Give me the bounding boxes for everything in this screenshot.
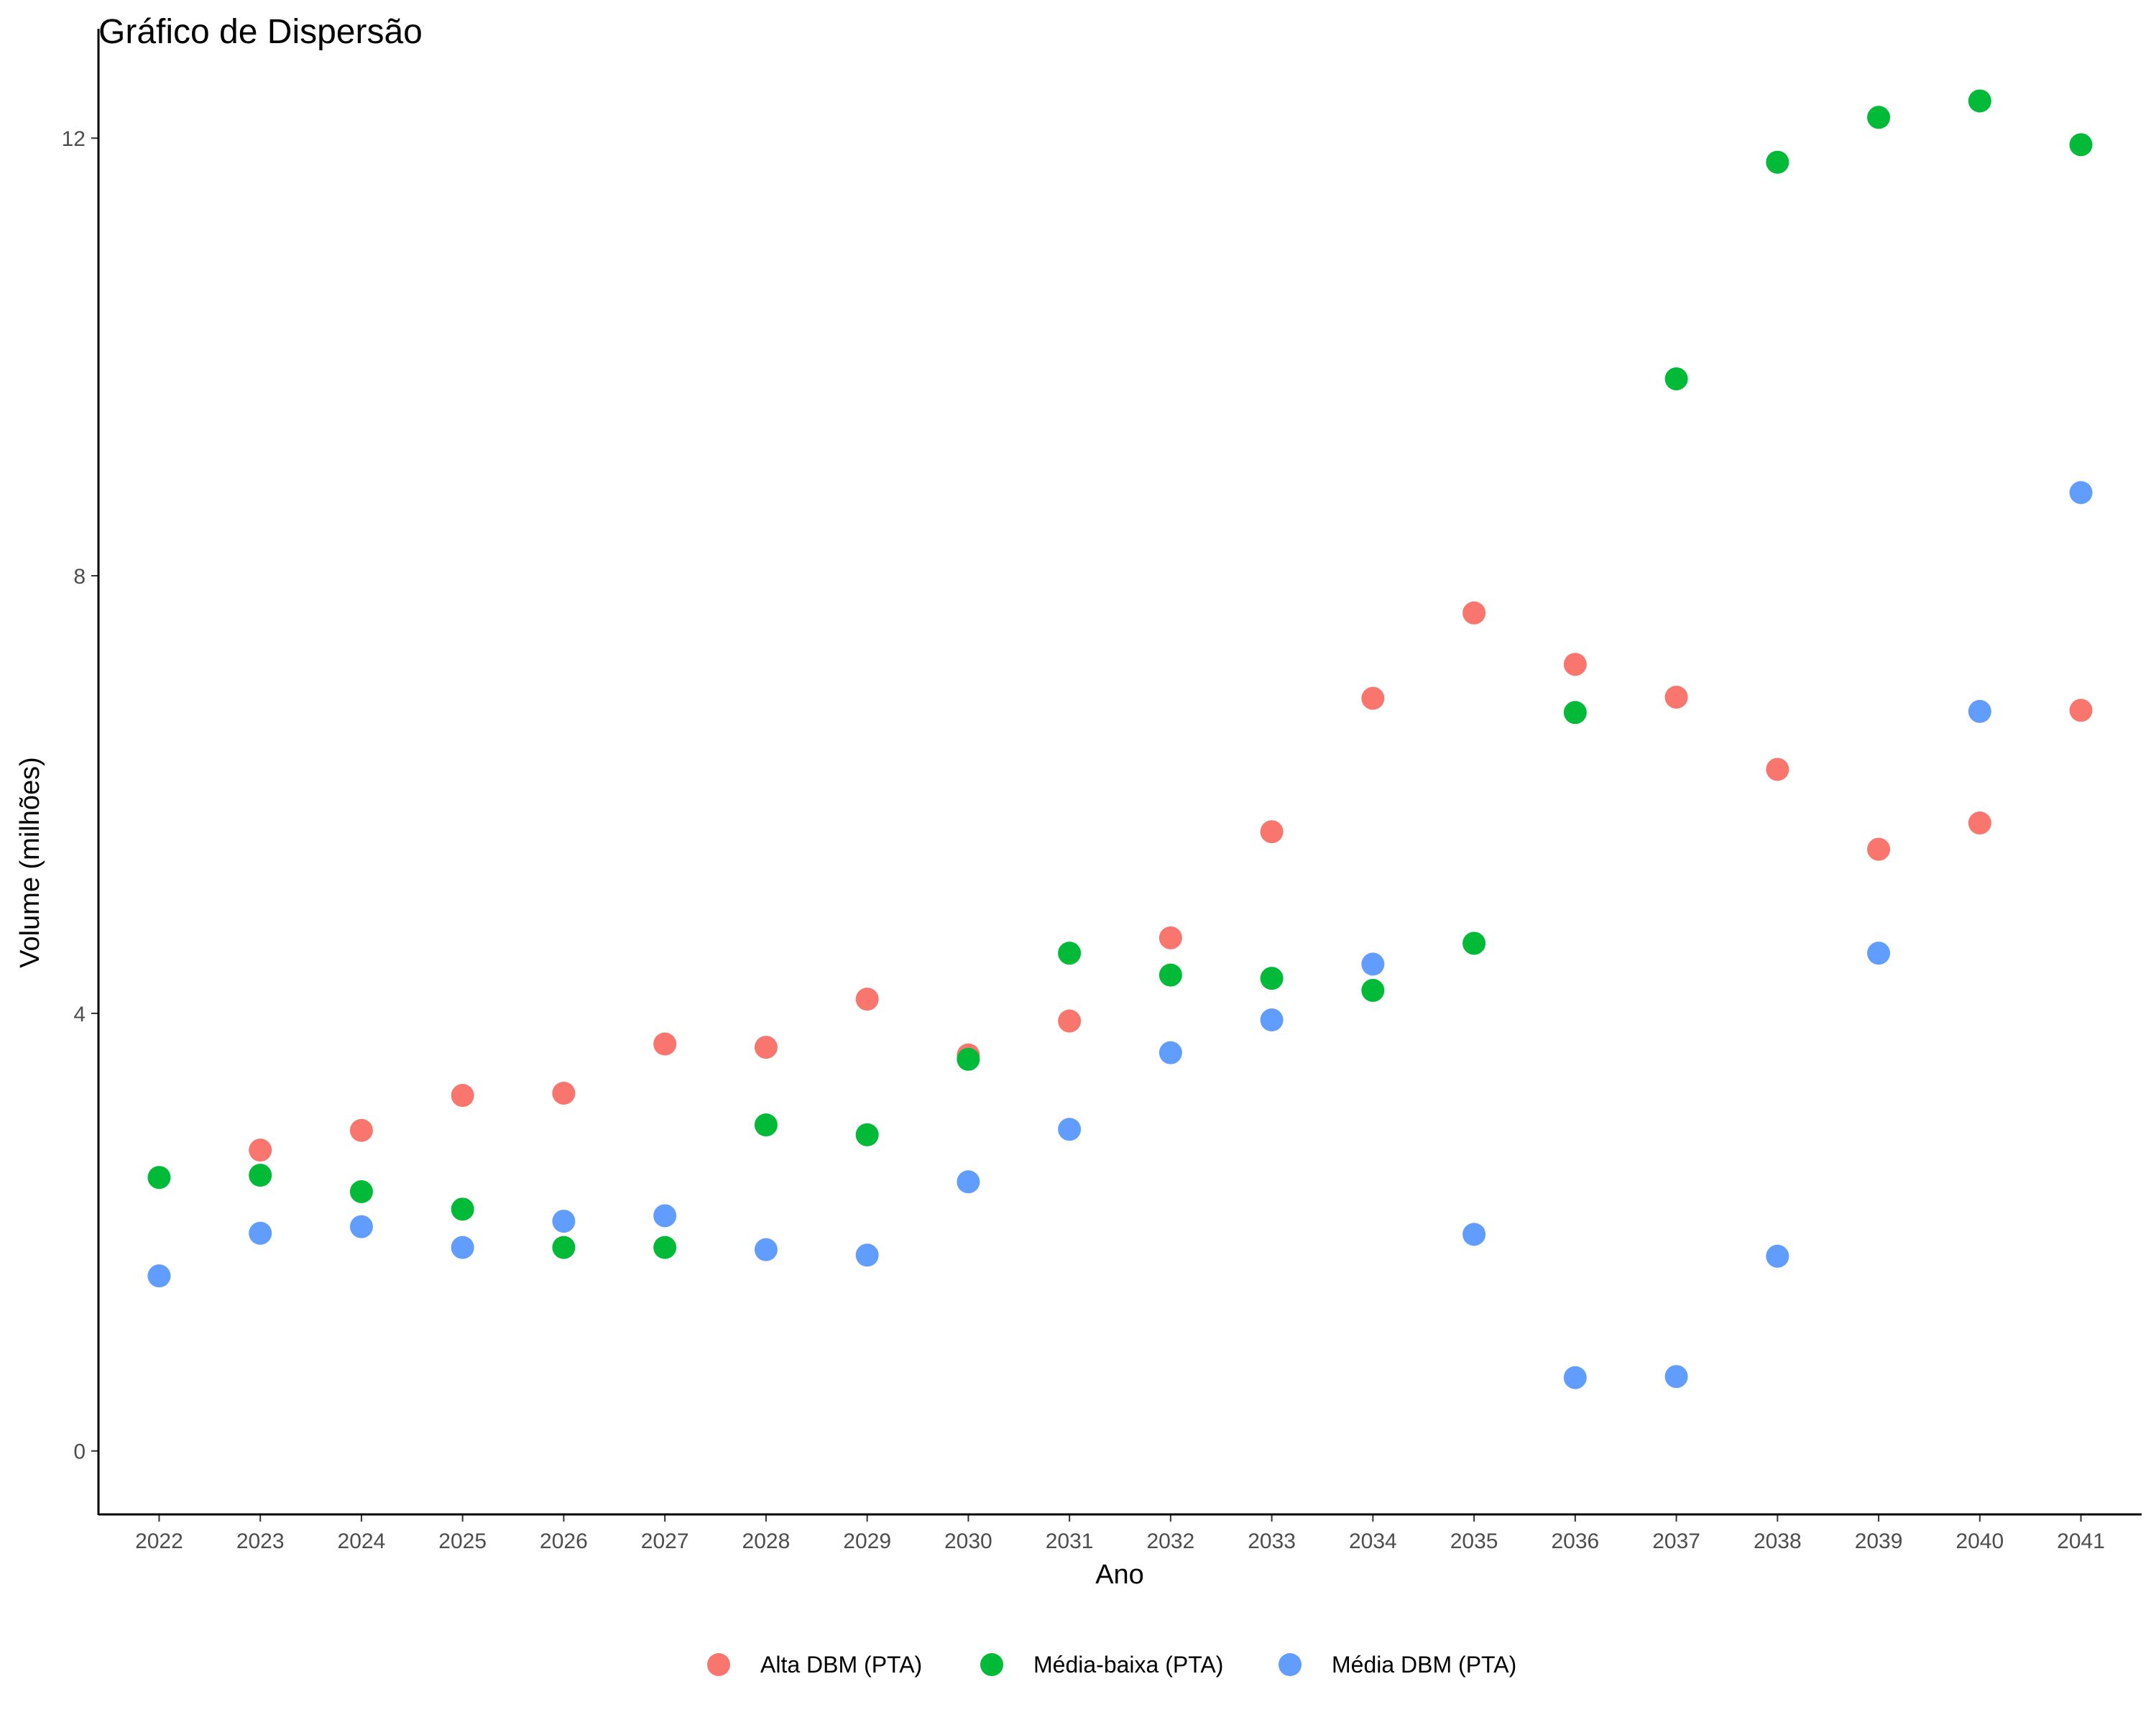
data-point xyxy=(349,1215,373,1238)
series-1 xyxy=(147,89,2093,1259)
data-point xyxy=(957,1047,980,1071)
data-point xyxy=(1058,1009,1082,1033)
data-point xyxy=(2069,481,2093,505)
data-point xyxy=(1664,367,1688,391)
data-point xyxy=(855,988,879,1011)
data-point xyxy=(1766,150,1789,174)
data-points xyxy=(147,89,2093,1389)
chart-title: Gráfico de Dispersão xyxy=(98,13,423,51)
legend-key xyxy=(980,1653,1003,1676)
data-point xyxy=(1058,1118,1082,1141)
x-tick-label: 2033 xyxy=(1248,1530,1296,1553)
data-point xyxy=(754,1238,778,1261)
data-point xyxy=(1867,837,1891,861)
data-point xyxy=(147,1264,171,1288)
data-point xyxy=(147,1166,171,1190)
data-point xyxy=(1260,1008,1284,1032)
y-tick-label: 12 xyxy=(62,127,86,151)
data-point xyxy=(552,1081,576,1105)
y-axis: 0 4 8 12 xyxy=(62,127,98,1464)
data-point xyxy=(249,1138,272,1162)
x-tick-label: 2037 xyxy=(1652,1530,1700,1553)
data-point xyxy=(552,1236,576,1259)
x-tick-label: 2034 xyxy=(1349,1530,1397,1553)
data-point xyxy=(2069,699,2093,722)
x-tick-label: 2039 xyxy=(1855,1530,1903,1553)
data-point xyxy=(754,1036,778,1059)
y-tick-label: 8 xyxy=(73,565,86,589)
x-axis: 2022 2023 2024 2025 2026 2027 2028 2029 2030 2031… xyxy=(135,1514,2105,1553)
data-point xyxy=(1462,601,1486,625)
data-point xyxy=(653,1236,677,1259)
x-tick-label: 2040 xyxy=(1955,1530,2004,1553)
data-point xyxy=(855,1243,879,1267)
data-point xyxy=(1361,978,1385,1002)
legend-key xyxy=(707,1653,730,1676)
x-axis-title: Ano xyxy=(1095,1560,1144,1590)
x-tick-label: 2027 xyxy=(641,1530,689,1553)
data-point xyxy=(249,1164,272,1187)
data-point xyxy=(249,1221,272,1245)
data-point xyxy=(1158,1041,1182,1064)
data-point xyxy=(1968,811,1991,835)
data-point xyxy=(451,1197,474,1221)
data-point xyxy=(1664,1365,1688,1389)
data-point xyxy=(653,1204,677,1228)
legend: Alta DBM (PTA) Média-baixa (PTA) Média DBM… xyxy=(707,1652,1516,1678)
data-point xyxy=(1158,963,1182,987)
data-point xyxy=(1361,686,1385,710)
y-tick-label: 4 xyxy=(73,1003,86,1026)
x-tick-label: 2026 xyxy=(540,1530,588,1553)
data-point xyxy=(1968,89,1991,113)
data-point xyxy=(1462,932,1486,955)
x-tick-label: 2023 xyxy=(236,1530,285,1553)
data-point xyxy=(552,1210,576,1233)
data-point xyxy=(451,1084,474,1108)
data-point xyxy=(1867,942,1891,965)
data-point xyxy=(349,1179,373,1203)
x-tick-label: 2022 xyxy=(135,1530,183,1553)
data-point xyxy=(1563,1366,1587,1389)
series-2 xyxy=(147,481,2093,1389)
data-point xyxy=(1361,952,1385,976)
data-point xyxy=(855,1123,879,1146)
data-point xyxy=(1563,701,1587,724)
data-point xyxy=(1867,106,1891,129)
data-point xyxy=(1563,653,1587,676)
data-point xyxy=(754,1113,778,1137)
data-point xyxy=(653,1032,677,1056)
data-point xyxy=(1766,1244,1789,1268)
data-point xyxy=(1968,699,1991,723)
data-point xyxy=(1058,942,1082,965)
x-tick-label: 2024 xyxy=(338,1530,386,1553)
legend-label: Alta DBM (PTA) xyxy=(760,1652,922,1678)
y-axis-title: Volume (milhões) xyxy=(15,757,45,968)
x-tick-label: 2028 xyxy=(742,1530,791,1553)
x-tick-label: 2031 xyxy=(1046,1530,1094,1553)
data-point xyxy=(2069,133,2093,157)
data-point xyxy=(1766,758,1789,781)
legend-label: Média-baixa (PTA) xyxy=(1033,1652,1223,1678)
x-tick-label: 2035 xyxy=(1450,1530,1498,1553)
data-point xyxy=(1260,820,1284,844)
legend-label: Média DBM (PTA) xyxy=(1332,1652,1516,1678)
x-tick-label: 2041 xyxy=(2057,1530,2105,1553)
data-point xyxy=(349,1118,373,1142)
data-point xyxy=(957,1170,980,1194)
x-tick-label: 2038 xyxy=(1754,1530,1802,1553)
data-point xyxy=(1158,926,1182,949)
data-point xyxy=(1462,1223,1486,1246)
data-point xyxy=(1260,967,1284,990)
series-0 xyxy=(249,601,2093,1162)
x-tick-label: 2030 xyxy=(944,1530,992,1553)
data-point xyxy=(451,1236,474,1259)
x-tick-label: 2032 xyxy=(1146,1530,1194,1553)
y-tick-label: 0 xyxy=(73,1440,86,1464)
x-tick-label: 2036 xyxy=(1551,1530,1599,1553)
data-point xyxy=(1664,685,1688,709)
x-tick-label: 2025 xyxy=(438,1530,487,1553)
legend-key xyxy=(1279,1653,1302,1676)
x-tick-label: 2029 xyxy=(843,1530,891,1553)
